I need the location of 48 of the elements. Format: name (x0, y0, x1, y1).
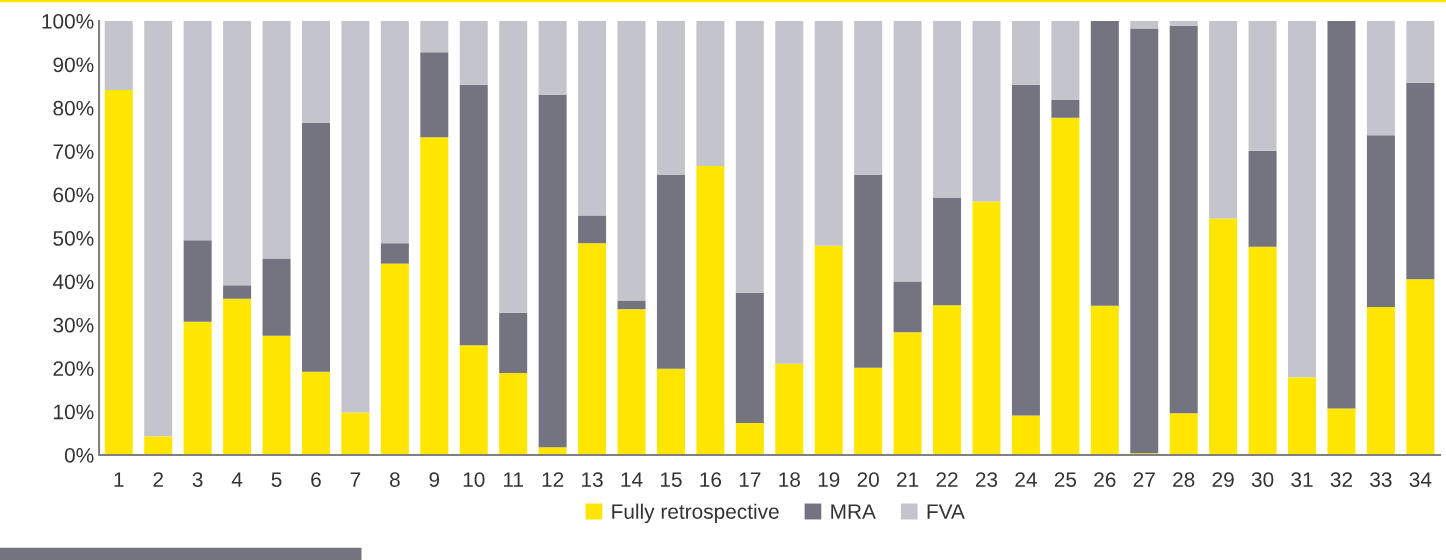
x-tick-label: 32 (1330, 472, 1353, 487)
x-tick-label: 10 (463, 472, 485, 487)
y-tick-label: 0% (64, 448, 94, 463)
x-tick-label: 7 (350, 472, 361, 487)
y-tick-label: 60% (53, 187, 94, 203)
x-tick-label: 14 (621, 472, 643, 487)
x-tick-label: 20 (857, 472, 879, 487)
x-tick-label: 18 (779, 472, 800, 487)
x-tick-label: 33 (1370, 472, 1392, 487)
x-tick-label: 34 (1409, 472, 1432, 487)
x-tick-label: 16 (700, 472, 722, 487)
legend-label: Fully retrospective (612, 503, 779, 524)
x-tick-label: 23 (975, 472, 998, 487)
x-tick-label: 30 (1251, 472, 1274, 487)
x-tick-label: 21 (897, 472, 919, 487)
y-tick-label: 30% (53, 317, 94, 333)
x-tick-label: 27 (1133, 472, 1155, 487)
legend-label: MRA (831, 504, 876, 519)
x-tick-label: 26 (1094, 472, 1116, 487)
x-tick-label: 25 (1054, 472, 1077, 487)
x-tick-label: 2 (153, 472, 163, 487)
x-tick-label: 11 (503, 472, 523, 487)
x-tick-label: 9 (429, 472, 440, 487)
x-tick-label: 3 (192, 472, 203, 487)
x-tick-label: 4 (231, 472, 243, 487)
x-tick-label: 24 (1015, 472, 1037, 487)
y-tick-label: 80% (53, 100, 94, 116)
x-tick-label: 19 (818, 472, 840, 487)
x-tick-label: 15 (660, 472, 682, 487)
x-tick-label: 29 (1212, 472, 1234, 487)
x-tick-label: 31 (1291, 472, 1313, 487)
x-tick-label: 8 (389, 472, 400, 487)
x-tick-label: 22 (936, 472, 958, 487)
y-tick-label: 40% (52, 274, 94, 290)
x-tick-label: 1 (114, 472, 124, 487)
y-tick-label: 10% (54, 404, 94, 420)
x-tick-label: 12 (542, 472, 564, 487)
y-tick-label: 100% (42, 14, 94, 29)
y-tick-label: 20% (53, 361, 94, 376)
x-tick-label: 5 (271, 472, 282, 487)
x-tick-label: 28 (1173, 472, 1195, 487)
y-tick-label: 90% (53, 57, 94, 73)
legend-label: FVA (927, 504, 965, 519)
y-tick-label: 50% (53, 231, 94, 246)
x-tick-label: 13 (582, 472, 603, 487)
y-tick-label: 70% (53, 144, 94, 159)
x-tick-label: 6 (311, 472, 321, 487)
x-tick-label: 17 (739, 472, 761, 487)
